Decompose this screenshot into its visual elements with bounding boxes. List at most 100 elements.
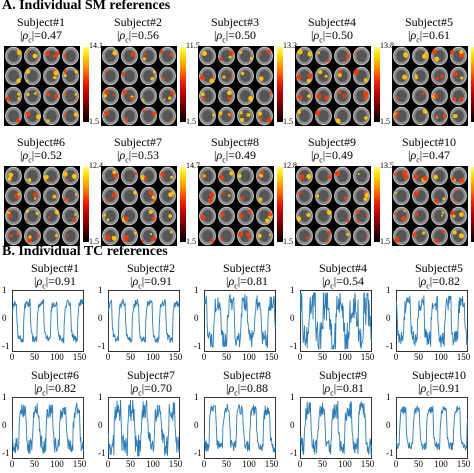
colorbar-min: 1.5 [380, 117, 390, 126]
brain-slice-core [259, 230, 270, 242]
rho-value: =0.50 [325, 28, 353, 42]
activation-blob [220, 237, 223, 241]
activation-blob [63, 198, 66, 202]
activation-blob [202, 51, 207, 56]
activation-blob [151, 111, 156, 116]
activation-blob [401, 215, 407, 222]
brain-slice-core [318, 210, 329, 222]
y-tick-label: 1 [194, 285, 199, 295]
activation-blob [222, 191, 225, 195]
colorbar [277, 47, 283, 122]
activation-blob [105, 70, 108, 73]
activation-blob [395, 191, 398, 195]
tc-subject-label: Subject#4 [319, 261, 367, 275]
activation-blob [345, 59, 348, 62]
tc-subject-label: Subject#1 [31, 261, 79, 275]
activation-blob [106, 218, 110, 221]
activation-blob [227, 90, 232, 96]
activation-blob [246, 232, 251, 238]
brain-montage-svg [102, 166, 176, 246]
activation-blob [112, 170, 116, 175]
sm-panel: Subject#1 |ρc|=0.47 14.1 1.5 [4, 16, 103, 134]
activation-blob [104, 110, 110, 116]
activation-blob [202, 216, 206, 220]
activation-blob [365, 213, 368, 217]
colorbar-max: 14.7 [186, 161, 200, 170]
brain-slice-core [8, 50, 19, 62]
y-tick-label: 1 [2, 392, 7, 402]
activation-blob [33, 197, 37, 200]
activation-blob [306, 212, 311, 217]
brain-slice-core [8, 70, 19, 82]
x-tick-label: 150 [360, 459, 375, 469]
colorbar [180, 167, 186, 242]
colorbar-min: 1.5 [89, 117, 99, 126]
brain-slice-core [240, 170, 251, 182]
activation-blob [161, 177, 165, 181]
activation-blob [168, 214, 173, 218]
brain-slice-core [27, 70, 38, 82]
sm-rho-label: |ρc|=0.50 [214, 28, 256, 45]
x-tick-label: 50 [414, 459, 423, 469]
sm-rho-label: |ρc|=0.49 [214, 148, 256, 165]
activation-blob [200, 92, 205, 97]
brain-slice-core [396, 90, 407, 102]
brain-slice-core [105, 210, 116, 222]
tc-panel: Subject#1 |ρc|=0.91 1 0 -1 0 50 100 150 [2, 262, 96, 366]
x-tick-label: 150 [360, 352, 375, 362]
section-a-title: A. Individual SM references [2, 0, 171, 13]
activation-blob [317, 51, 320, 55]
rho-value: =0.47 [34, 28, 62, 42]
activation-blob [258, 197, 263, 202]
activation-blob [257, 176, 261, 179]
brain-slice-core [46, 170, 57, 182]
activation-blob [8, 172, 14, 178]
y-tick-label: 1 [98, 392, 103, 402]
tc-series-line [12, 298, 84, 345]
brain-slice-core [299, 70, 310, 82]
activation-blob [260, 170, 264, 175]
activation-blob [238, 231, 243, 237]
activation-blob [32, 53, 38, 59]
sm-rho-label: |ρc|=0.47 [20, 28, 62, 45]
brain-montage-svg [199, 166, 273, 246]
tc-series-line [396, 404, 468, 451]
activation-blob [170, 175, 174, 179]
tc-rho-label: |ρc|=0.91 [418, 381, 460, 398]
activation-blob [159, 49, 164, 54]
brain-slice-core [8, 90, 19, 102]
activation-blob [452, 230, 457, 235]
rho-value: =0.88 [240, 381, 268, 395]
tc-subject-label: Subject#3 [223, 261, 271, 275]
y-tick-label: 0 [386, 420, 391, 430]
brain-montage-svg [5, 166, 79, 246]
brain-montage-svg [296, 46, 370, 126]
activation-blob [5, 96, 10, 102]
activation-blob [265, 218, 270, 223]
activation-blob [452, 73, 456, 76]
brain-slice-core [8, 110, 19, 122]
section-b-title: B. Individual TC references [2, 244, 168, 259]
activation-blob [17, 97, 21, 100]
activation-blob [8, 210, 11, 213]
brain-slice-core [415, 90, 426, 102]
activation-blob [422, 109, 428, 114]
brain-slice-core [299, 230, 310, 242]
y-tick-label: 0 [98, 313, 103, 323]
tc-rho-label: |ρc|=0.91 [34, 274, 76, 291]
y-tick-label: -1 [2, 341, 10, 351]
brain-slice-core [105, 70, 116, 82]
activation-blob [55, 51, 60, 56]
activation-blob [103, 94, 107, 98]
colorbar-min: 1.5 [283, 117, 293, 126]
brain-slice-core [453, 190, 464, 202]
brain-slice-core [202, 210, 213, 222]
activation-blob [122, 90, 128, 95]
activation-blob [7, 176, 12, 181]
activation-blob [26, 237, 32, 243]
tc-rho-label: |ρc|=0.88 [226, 381, 268, 398]
brain-montage [295, 166, 371, 246]
brain-montage [101, 46, 177, 126]
brain-slice-core [202, 230, 213, 242]
activation-blob [402, 74, 408, 80]
